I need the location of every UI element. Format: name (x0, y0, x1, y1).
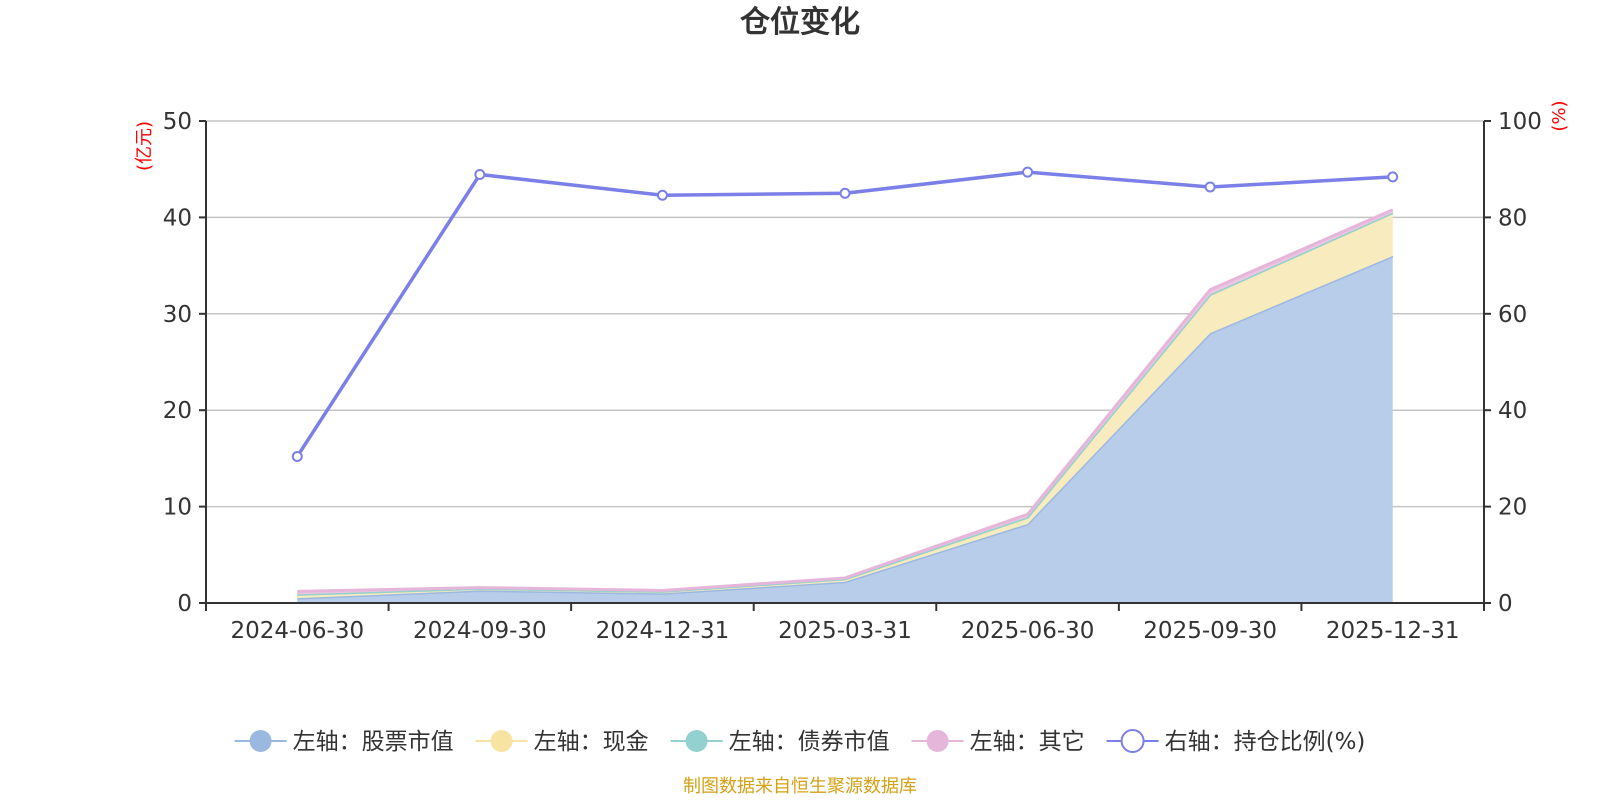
legend-label: 左轴：债券市值 (729, 729, 890, 755)
left-y-tick-label: 10 (163, 495, 192, 521)
ratio-point[interactable] (1387, 171, 1399, 183)
right-axis-unit: (%) (1549, 100, 1570, 131)
axis-layer: 0 10 20 30 40 50 0 20 40 60 80 100 2024-06-30 2024-09… (134, 100, 1570, 644)
legend-label: 左轴：现金 (534, 729, 649, 755)
x-tick-label: 2025-06-30 (961, 618, 1095, 644)
legend-item[interactable]: 左轴：现金 (475, 729, 649, 755)
right-y-tick-label: 40 (1498, 398, 1527, 424)
ratio-point[interactable] (474, 169, 486, 181)
right-y-tick-label: 60 (1498, 302, 1527, 328)
legend-label: 右轴：持仓比例(%) (1165, 729, 1366, 755)
legend-circle-icon (249, 730, 272, 752)
legend-label: 左轴：其它 (970, 729, 1085, 755)
left-y-tick-label: 0 (177, 591, 192, 617)
x-tick-label: 2025-12-31 (1326, 618, 1460, 644)
right-y-tick-label: 20 (1498, 495, 1527, 521)
left-y-tick-label: 30 (163, 302, 192, 328)
right-y-tick-label: 100 (1498, 109, 1542, 135)
x-tick-label: 2024-06-30 (230, 618, 364, 644)
series-3-edge-line (297, 208, 1394, 593)
left-y-tick-label: 20 (163, 398, 192, 424)
left-axis-unit: (亿元) (134, 121, 155, 171)
ratio-point[interactable] (291, 450, 303, 462)
legend-hollow-circle-icon (1120, 729, 1145, 753)
legend-item[interactable]: 左轴：债券市值 (670, 729, 890, 755)
left-y-tick-label: 50 (163, 109, 192, 135)
legend-circle-icon (685, 730, 708, 752)
right-y-tick-label: 80 (1498, 205, 1527, 231)
x-tick-label: 2024-09-30 (413, 618, 547, 644)
legend-items: 左轴：股票市值 左轴：现金 左轴：债券市值 左轴：其它 右轴：持仓比例(%) (234, 729, 1366, 755)
legend-item[interactable]: 右轴：持仓比例(%) (1106, 729, 1366, 755)
data-source-note: 制图数据来自恒生聚源数据库 (683, 776, 917, 797)
left-y-tick-label: 40 (163, 205, 192, 231)
series-0-area (297, 255, 1393, 603)
ratio-line-layer (291, 166, 1399, 462)
ratio-point[interactable] (1022, 166, 1034, 178)
x-tick-label: 2025-03-31 (778, 618, 912, 644)
legend-circle-icon (926, 730, 949, 752)
x-tick-label: 2025-09-30 (1143, 618, 1277, 644)
legend-item[interactable]: 左轴：股票市值 (234, 729, 454, 755)
ratio-point[interactable] (1204, 181, 1216, 193)
legend-item[interactable]: 左轴：其它 (911, 729, 1085, 755)
right-y-tick-label: 0 (1498, 591, 1513, 617)
legend-circle-icon (490, 730, 513, 752)
x-tick-label: 2024-12-31 (596, 618, 730, 644)
legend-label: 左轴：股票市值 (293, 729, 454, 755)
ratio-point[interactable] (656, 189, 668, 201)
area-layer (297, 208, 1394, 603)
chart-title: 仓位变化 (740, 5, 860, 40)
legend: 左轴：股票市值 左轴：现金 左轴：债券市值 左轴：其它 右轴：持仓比例(%) (234, 729, 1366, 755)
ratio-point[interactable] (839, 187, 851, 199)
